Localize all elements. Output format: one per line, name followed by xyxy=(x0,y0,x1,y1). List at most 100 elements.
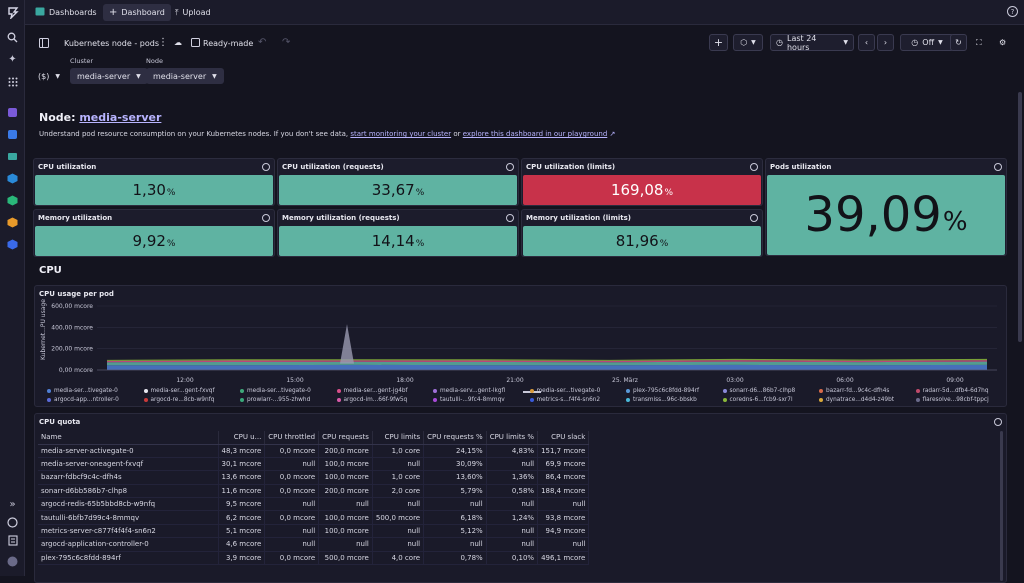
user-avatar-icon[interactable] xyxy=(6,555,19,568)
app-icon-blue-cube[interactable] xyxy=(6,238,19,251)
auto-refresh-selector[interactable]: ◷ Off ▼ xyxy=(900,34,954,51)
node-name-link[interactable]: media-server xyxy=(79,111,161,124)
variable-dropdown[interactable]: ($) ▼ xyxy=(33,68,65,84)
column-header[interactable]: CPU throttled xyxy=(265,431,319,444)
tab-upload[interactable]: ⤒ Upload xyxy=(169,4,217,21)
expand-sidebar-icon[interactable]: » xyxy=(6,498,19,511)
legend-item[interactable]: media-ser...gent-jg4bf xyxy=(337,388,408,394)
x-tick-label: 09:00 xyxy=(946,377,963,384)
dashboard-title[interactable]: Kubernetes node - pods xyxy=(64,39,159,48)
page-scrollbar[interactable] xyxy=(1018,92,1022,342)
more-menu-icon[interactable]: ⋮ xyxy=(158,37,168,48)
add-tile-button[interactable]: + xyxy=(709,34,728,51)
app-icon-purple[interactable] xyxy=(6,106,19,119)
toggle-panel-icon[interactable] xyxy=(39,38,49,48)
tile-options-icon[interactable] xyxy=(262,163,270,171)
notifications-icon[interactable] xyxy=(6,534,19,547)
tile-cpu-utilization[interactable]: CPU utilization 1,30% xyxy=(33,158,275,206)
legend-item[interactable]: metrics-s...f4f4-sn6n2 xyxy=(530,397,601,403)
help-circle-icon[interactable] xyxy=(6,516,19,529)
tile-options-icon[interactable] xyxy=(262,214,270,222)
redo-icon[interactable]: ↷ xyxy=(282,37,290,48)
refresh-button[interactable]: ↻ xyxy=(950,34,967,51)
tile-memory-utilization[interactable]: Memory utilization 9,92% xyxy=(33,209,275,257)
tile-options-icon[interactable] xyxy=(994,418,1002,426)
sparkle-icon[interactable]: ✦ xyxy=(6,53,19,66)
column-header[interactable]: CPU requests xyxy=(319,431,373,444)
tab-dashboard[interactable]: + Dashboard xyxy=(103,4,171,21)
tile-cpu-utilization-limits[interactable]: CPU utilization (limits) 169,08% xyxy=(521,158,763,206)
settings-dropdown-button[interactable]: ⬡▼ xyxy=(733,34,763,51)
undo-icon[interactable]: ↶ xyxy=(258,37,266,48)
legend-item[interactable]: argocd-im...66f-9fw5q xyxy=(337,397,408,403)
table-cell: 13,6 mcore xyxy=(218,471,265,484)
cluster-dropdown[interactable]: media-server ▼ xyxy=(70,68,148,84)
app-icon-blue[interactable] xyxy=(6,128,19,141)
column-header[interactable]: CPU u... xyxy=(218,431,265,444)
legend-item[interactable]: media-ser...tivegate-0 xyxy=(240,388,311,394)
app-logo-icon[interactable] xyxy=(6,6,19,19)
search-icon[interactable] xyxy=(6,31,19,44)
column-header[interactable]: CPU limits xyxy=(372,431,423,444)
legend-item[interactable]: flaresolve...98cbf-tppcj xyxy=(916,397,989,403)
app-icon-cyan[interactable] xyxy=(6,172,19,185)
column-header[interactable]: CPU slack xyxy=(538,431,589,444)
legend-item[interactable]: media-ser...gent-fxvqf xyxy=(144,388,215,394)
table-cell: 5,12% xyxy=(424,524,487,537)
tile-pods-utilization[interactable]: Pods utilization 39,09% xyxy=(765,158,1007,256)
dashboards-app-icon[interactable] xyxy=(6,150,19,163)
tile-options-icon[interactable] xyxy=(750,214,758,222)
gear-icon[interactable]: ⚙ xyxy=(999,38,1006,47)
column-header[interactable]: CPU requests % xyxy=(424,431,487,444)
legend-item[interactable]: media-ser...tivegate-0 xyxy=(530,388,601,394)
legend-item[interactable]: dynatrace...d4d4-z49bt xyxy=(819,397,894,403)
legend-item[interactable]: radarr-5d...dfb4-6d7hq xyxy=(916,388,989,394)
playground-link[interactable]: explore this dashboard in our playground xyxy=(463,130,608,138)
fullscreen-icon[interactable]: ⛶ xyxy=(976,38,982,48)
legend-item[interactable]: sonarr-d6...86b7-clhp8 xyxy=(723,388,796,394)
legend-item[interactable]: bazarr-fd...9c4c-dfh4s xyxy=(819,388,889,394)
timeframe-selector[interactable]: ◷ Last 24 hours ▼ xyxy=(770,34,854,51)
legend-item[interactable]: argocd-re...8cb-w9nfq xyxy=(144,397,215,403)
legend-item[interactable]: argocd-app...ntroller-0 xyxy=(47,397,119,403)
column-header[interactable]: Name xyxy=(38,431,218,444)
app-icon-orange[interactable] xyxy=(6,216,19,229)
legend-item[interactable]: coredns-6...fcb9-sxr7l xyxy=(723,397,793,403)
start-monitoring-link[interactable]: start monitoring your cluster xyxy=(350,130,451,138)
app-icon-green[interactable] xyxy=(6,194,19,207)
node-dropdown[interactable]: media-server ▼ xyxy=(146,68,224,84)
previous-timeframe-button[interactable]: ‹ xyxy=(858,34,875,51)
legend-item[interactable]: media-ser...tivegate-0 xyxy=(47,388,118,394)
column-header[interactable]: CPU limits % xyxy=(486,431,537,444)
table-scrollbar[interactable] xyxy=(1000,431,1003,581)
legend-item[interactable]: media-serv...gent-lkgfl xyxy=(433,388,505,394)
tile-memory-utilization-limits[interactable]: Memory utilization (limits) 81,96% xyxy=(521,209,763,257)
apps-grid-icon[interactable] xyxy=(6,75,19,88)
tab-dashboards[interactable]: Dashboards xyxy=(29,4,103,21)
tile-options-icon[interactable] xyxy=(994,163,1002,171)
help-icon[interactable]: ? xyxy=(1007,6,1018,17)
legend-item[interactable]: transmiss...96c-bbskb xyxy=(626,397,697,403)
tile-memory-utilization-requests[interactable]: Memory utilization (requests) 14,14% xyxy=(277,209,519,257)
legend-item[interactable]: plex-795c6c8fdd-894rf xyxy=(626,388,699,394)
tile-options-icon[interactable] xyxy=(506,214,514,222)
upload-icon: ⤒ xyxy=(175,8,179,18)
tile-cpu-utilization-requests[interactable]: CPU utilization (requests) 33,67% xyxy=(277,158,519,206)
legend-item[interactable]: tautulli-...9fc4-8mmqv xyxy=(433,397,505,403)
tile-options-icon[interactable] xyxy=(506,163,514,171)
tile-options-icon[interactable] xyxy=(750,163,758,171)
legend-item[interactable]: prowlarr-...955-zhwhd xyxy=(240,397,310,403)
next-timeframe-button[interactable]: › xyxy=(877,34,894,51)
